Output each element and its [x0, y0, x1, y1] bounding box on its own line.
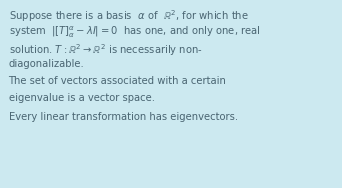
Text: Every linear transformation has eigenvectors.: Every linear transformation has eigenvec… — [9, 112, 238, 122]
Text: system  $|[T]^{\alpha}_{\alpha} - \lambda I| = 0$  has one, and only one, real: system $|[T]^{\alpha}_{\alpha} - \lambda… — [9, 25, 260, 40]
Text: diagonalizable.: diagonalizable. — [9, 59, 84, 69]
Text: solution. $T:\mathbb{R}^2 \rightarrow \mathbb{R}^2$ is necessarily non-: solution. $T:\mathbb{R}^2 \rightarrow \m… — [9, 42, 202, 58]
Text: Suppose there is a basis  $\alpha$ of  $\mathbb{R}^2$, for which the: Suppose there is a basis $\alpha$ of $\m… — [9, 8, 248, 24]
Text: The set of vectors associated with a certain: The set of vectors associated with a cer… — [9, 76, 226, 86]
Text: eigenvalue is a vector space.: eigenvalue is a vector space. — [9, 93, 155, 103]
